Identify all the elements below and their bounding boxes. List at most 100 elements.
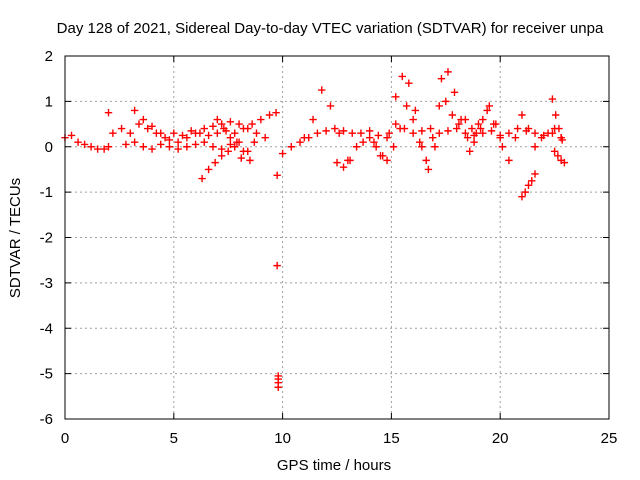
data-point <box>143 124 152 133</box>
data-point <box>209 122 217 131</box>
data-point <box>496 133 504 142</box>
series-track-2 <box>109 109 280 142</box>
data-point <box>357 129 365 137</box>
data-point <box>483 106 491 115</box>
data-point <box>100 145 108 153</box>
data-point <box>352 143 361 151</box>
data-point <box>257 115 265 124</box>
data-point <box>524 181 533 190</box>
data-point <box>396 124 404 133</box>
x-tick-label: 5 <box>170 430 178 447</box>
data-point <box>122 140 130 149</box>
data-point <box>418 143 426 151</box>
plot-frame <box>64 55 610 420</box>
x-tick-label: 0 <box>61 430 69 447</box>
data-point <box>437 74 446 83</box>
data-point <box>217 152 226 160</box>
data-point <box>492 120 500 128</box>
data-point <box>558 136 566 144</box>
series-track-6 <box>213 115 254 165</box>
data-point <box>74 138 82 146</box>
axis-ticks: 0 5 10 15 20 25 -6 -5 -4 -3 -2 -1 0 1 2 <box>40 48 618 447</box>
data-point <box>331 124 339 133</box>
data-point <box>322 127 330 135</box>
data-point <box>339 163 348 171</box>
data-point <box>217 145 226 153</box>
data-point <box>435 129 443 137</box>
data-point <box>261 133 269 142</box>
data-point <box>213 115 222 124</box>
data-point <box>109 129 117 137</box>
data-point <box>372 143 380 151</box>
data-point <box>165 136 174 144</box>
data-point <box>422 156 430 165</box>
data-point <box>204 165 213 174</box>
data-point <box>531 170 539 178</box>
data-point <box>531 129 539 137</box>
data-point <box>415 138 424 146</box>
data-point <box>476 124 485 133</box>
data-point <box>117 124 126 133</box>
data-point <box>233 138 241 146</box>
data-point <box>250 138 259 146</box>
data-point <box>444 127 452 135</box>
data-point <box>431 143 439 151</box>
data-point <box>157 129 165 137</box>
y-tick-label: 2 <box>45 48 53 65</box>
data-point <box>148 122 156 131</box>
data-point <box>191 129 200 137</box>
data-point <box>248 120 256 128</box>
y-tick-label: 0 <box>45 139 53 156</box>
data-point <box>389 143 398 151</box>
data-point <box>104 109 113 117</box>
series-track-3 <box>130 106 269 146</box>
data-point <box>204 131 213 140</box>
data-series <box>61 68 569 391</box>
data-point <box>130 106 139 115</box>
data-point <box>313 129 322 137</box>
data-point <box>560 158 569 167</box>
data-point <box>274 383 282 391</box>
data-point <box>209 143 217 151</box>
data-point <box>463 133 472 142</box>
data-point <box>498 143 507 151</box>
data-point <box>93 145 102 153</box>
data-point <box>409 115 417 124</box>
data-point <box>370 138 378 146</box>
data-point <box>226 140 235 149</box>
data-point <box>174 145 182 153</box>
data-point <box>231 143 239 151</box>
data-point <box>272 109 280 117</box>
series-track-1 <box>61 131 113 153</box>
data-point <box>531 143 539 151</box>
data-point <box>211 158 219 167</box>
series-track-10 <box>370 97 483 165</box>
data-point <box>273 171 281 180</box>
data-point <box>518 192 526 201</box>
data-point <box>550 147 559 155</box>
data-point <box>246 156 254 165</box>
data-point <box>348 129 356 137</box>
data-point <box>518 111 526 119</box>
data-point <box>426 124 435 133</box>
data-point <box>309 115 317 124</box>
data-point <box>296 138 304 146</box>
data-point <box>178 131 187 140</box>
data-point <box>67 131 76 140</box>
data-point <box>170 129 178 137</box>
y-tick-label: -5 <box>40 366 53 383</box>
data-point <box>244 124 252 133</box>
data-point <box>505 156 513 165</box>
data-point <box>528 177 536 185</box>
data-point <box>130 138 139 146</box>
data-point <box>183 133 191 142</box>
data-point <box>359 138 367 146</box>
data-point <box>126 129 134 137</box>
y-tick-label: 1 <box>45 93 53 110</box>
data-point <box>104 143 113 151</box>
data-point <box>374 131 383 140</box>
data-point <box>485 102 494 110</box>
data-point <box>339 127 348 135</box>
data-point <box>278 149 287 158</box>
